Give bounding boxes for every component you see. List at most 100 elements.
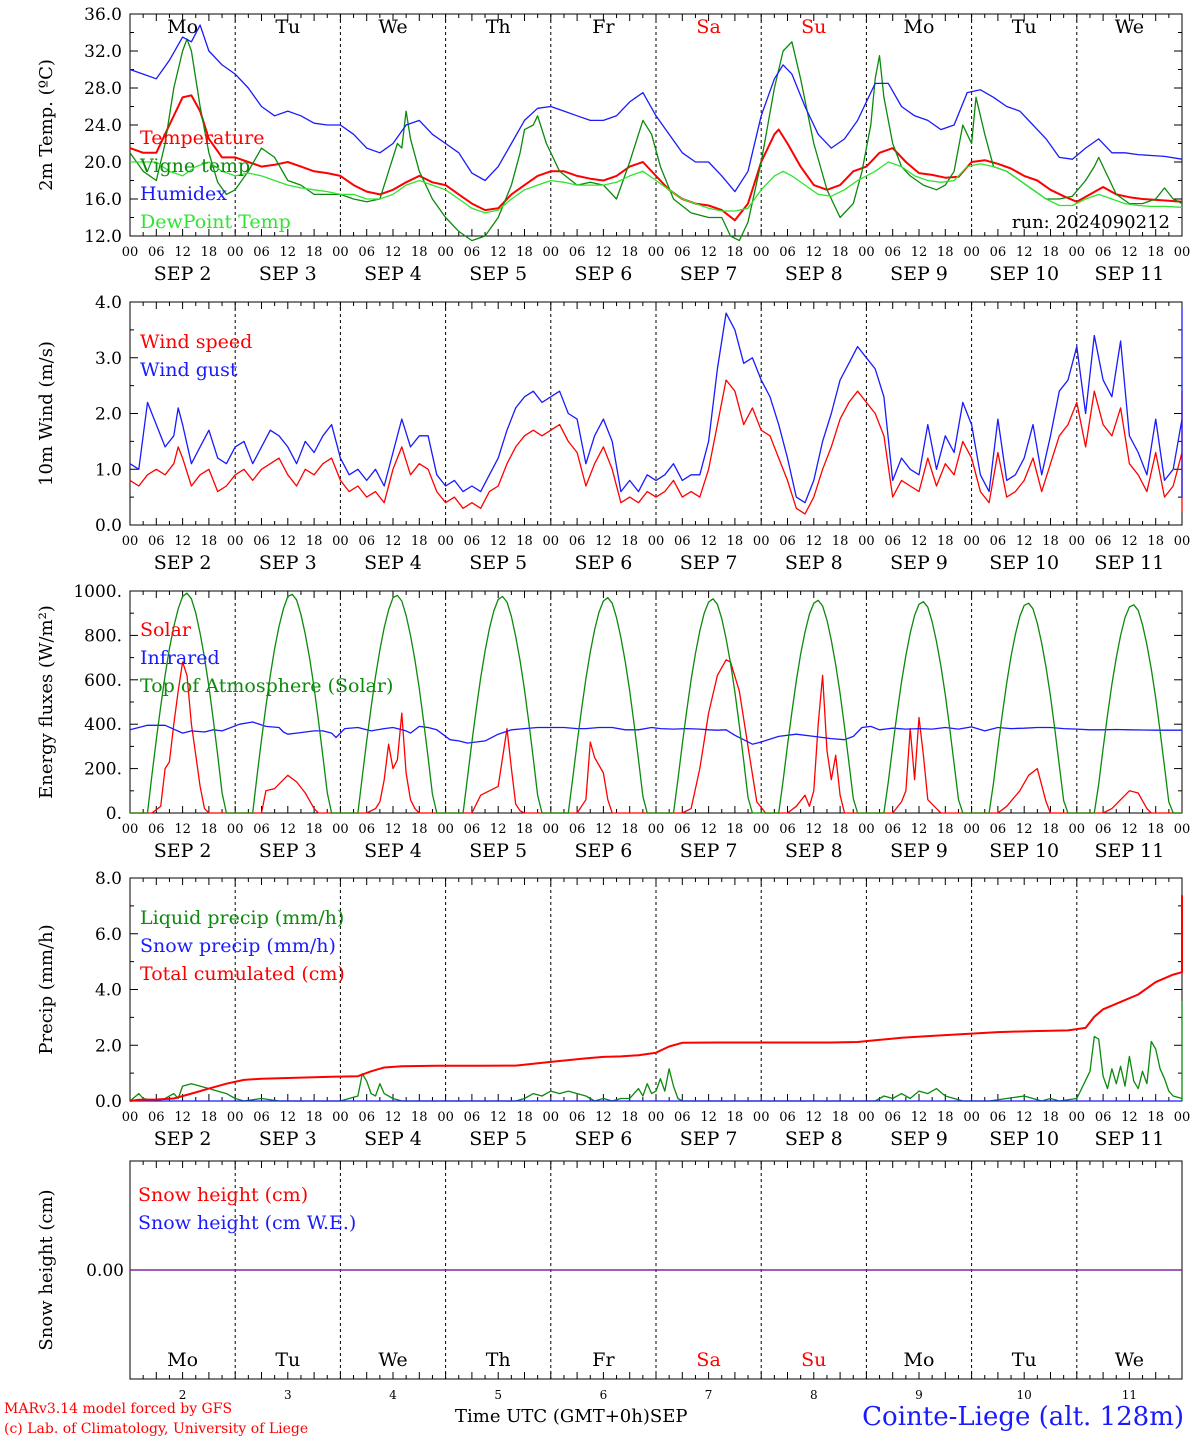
- y-tick-label: 2.0: [95, 405, 122, 425]
- day-number-label: 6: [600, 1388, 608, 1402]
- hour-tick-label: 12: [700, 822, 717, 837]
- y-tick-label: 800.: [84, 626, 122, 646]
- date-label: SEP 10: [989, 263, 1059, 285]
- legend-humidex: Humidex: [140, 183, 227, 205]
- y-tick-label: 36.0: [84, 5, 122, 25]
- hour-tick-label: 18: [727, 822, 744, 837]
- hour-tick-label: 18: [516, 1110, 533, 1125]
- hour-tick-label: 06: [990, 534, 1007, 549]
- hour-tick-label: 06: [674, 534, 691, 549]
- hour-tick-label: 12: [700, 1110, 717, 1125]
- hour-tick-label: 12: [174, 1110, 191, 1125]
- hour-tick-label: 12: [490, 534, 507, 549]
- hour-tick-label: 06: [569, 534, 586, 549]
- date-label: SEP 8: [785, 263, 843, 285]
- y-tick-label: 3.0: [95, 349, 122, 369]
- date-label: SEP 5: [469, 840, 527, 862]
- hour-tick-label: 18: [621, 822, 638, 837]
- hour-tick-label: 12: [911, 822, 928, 837]
- hour-tick-label: 12: [806, 534, 823, 549]
- weekday-label: Fr: [592, 1349, 615, 1371]
- day-number-label: 4: [389, 1388, 397, 1402]
- hour-tick-label: 18: [727, 534, 744, 549]
- hour-tick-label: 12: [385, 822, 402, 837]
- y-tick-label: 1.0: [95, 460, 122, 480]
- hour-tick-label: 06: [674, 1110, 691, 1125]
- hour-tick-label: 06: [674, 245, 691, 260]
- weekday-label: We: [1115, 1349, 1144, 1371]
- hour-tick-label: 00: [1174, 245, 1191, 260]
- hour-tick-label: 00: [963, 1110, 980, 1125]
- hour-tick-label: 06: [884, 822, 901, 837]
- hour-tick-label: 12: [174, 534, 191, 549]
- y-tick-label: 20.0: [84, 153, 122, 173]
- y-tick-label: 24.0: [84, 116, 122, 136]
- hour-tick-label: 06: [358, 245, 375, 260]
- y-axis-title: Energy fluxes (W/m²): [36, 605, 57, 799]
- hour-tick-label: 00: [437, 1110, 454, 1125]
- hour-tick-label: 18: [516, 534, 533, 549]
- hour-tick-label: 12: [490, 245, 507, 260]
- hour-tick-label: 12: [1121, 245, 1138, 260]
- y-tick-label: 6.0: [95, 925, 122, 945]
- hour-tick-label: 00: [963, 822, 980, 837]
- date-label: SEP 7: [680, 263, 738, 285]
- date-label: SEP 7: [680, 552, 738, 574]
- day-number-label: 2: [179, 1388, 187, 1402]
- legend-top-of-atmosphere-solar: Top of Atmosphere (Solar): [140, 675, 393, 697]
- y-tick-label: 4.0: [95, 293, 122, 313]
- hour-tick-label: 12: [1121, 534, 1138, 549]
- y-tick-label: 200.: [84, 760, 122, 780]
- time-axis-title: Time UTC (GMT+0h): [455, 1406, 650, 1427]
- hour-tick-label: 12: [174, 245, 191, 260]
- date-label: SEP 3: [259, 552, 317, 574]
- hour-tick-label: 00: [227, 245, 244, 260]
- weekday-label: Sa: [696, 16, 720, 38]
- hour-tick-label: 12: [806, 822, 823, 837]
- hour-tick-label: 18: [201, 245, 218, 260]
- legend-temperature: Temperature: [140, 127, 264, 149]
- hour-tick-label: 00: [753, 534, 770, 549]
- hour-tick-label: 00: [227, 534, 244, 549]
- hour-tick-label: 06: [990, 822, 1007, 837]
- date-label: SEP 5: [469, 263, 527, 285]
- hour-tick-label: 18: [621, 534, 638, 549]
- date-label: SEP 3: [259, 840, 317, 862]
- hour-tick-label: 12: [385, 1110, 402, 1125]
- hour-tick-label: 12: [595, 534, 612, 549]
- hour-tick-label: 12: [1121, 1110, 1138, 1125]
- date-label: SEP 9: [890, 263, 948, 285]
- hour-tick-label: 18: [937, 1110, 954, 1125]
- hour-tick-label: 18: [1042, 1110, 1059, 1125]
- hour-tick-label: 06: [1095, 1110, 1112, 1125]
- hour-tick-label: 12: [280, 245, 297, 260]
- hour-tick-label: 18: [727, 1110, 744, 1125]
- hour-tick-label: 00: [963, 534, 980, 549]
- legend-solar: Solar: [140, 619, 192, 641]
- panel-4: 0.0 2.0 4.0 6.0 8.0 Precip (mm/h) Liquid preci…: [36, 869, 1190, 1150]
- hour-tick-label: 06: [464, 245, 481, 260]
- date-label: SEP 8: [785, 840, 843, 862]
- hour-tick-label: 12: [1016, 822, 1033, 837]
- y-tick-label: 0.: [106, 804, 122, 824]
- hour-tick-label: 00: [332, 245, 349, 260]
- date-label: SEP 2: [154, 840, 212, 862]
- series-line-solar: [130, 659, 1182, 814]
- y-tick-label: 12.0: [84, 227, 122, 247]
- hour-tick-label: 12: [280, 822, 297, 837]
- date-label: SEP 8: [785, 1128, 843, 1150]
- hour-tick-label: 12: [1016, 1110, 1033, 1125]
- hour-tick-label: 00: [332, 534, 349, 549]
- hour-tick-label: 12: [1121, 822, 1138, 837]
- date-label: SEP 5: [469, 1128, 527, 1150]
- legend-total-cumulated-cm: Total cumulated (cm): [140, 963, 345, 985]
- weekday-label: Th: [486, 1349, 511, 1371]
- hour-tick-label: 06: [884, 534, 901, 549]
- hour-tick-label: 12: [700, 245, 717, 260]
- hour-tick-label: 00: [122, 245, 139, 260]
- series-line-dewpoint-temp: [130, 161, 1183, 214]
- hour-tick-label: 18: [832, 534, 849, 549]
- series-line-total-cumulated-cm: [129, 895, 1183, 1102]
- day-number-label: 9: [915, 1388, 923, 1402]
